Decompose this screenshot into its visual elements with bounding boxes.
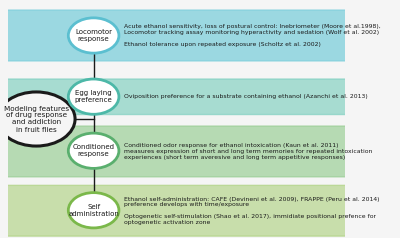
Text: Conditioned odor response for ethanol intoxication (Kaun et al. 2011)
measures e: Conditioned odor response for ethanol in…: [124, 143, 372, 160]
Circle shape: [68, 133, 119, 169]
FancyBboxPatch shape: [5, 185, 348, 236]
FancyBboxPatch shape: [5, 79, 348, 114]
Circle shape: [68, 193, 119, 228]
Text: Conditioned
response: Conditioned response: [73, 144, 115, 157]
Circle shape: [68, 18, 119, 53]
Text: Acute ethanol sensitivity, loss of postural control: Inebriometer (Moore et al.1: Acute ethanol sensitivity, loss of postu…: [124, 24, 381, 47]
Text: Self
administration: Self administration: [68, 204, 119, 217]
Circle shape: [68, 79, 119, 114]
Text: Ethanol self-administration: CAFE (Devineni et al. 2009), FRAPPE (Peru et al. 20: Ethanol self-administration: CAFE (Devin…: [124, 197, 380, 225]
FancyBboxPatch shape: [5, 126, 348, 177]
Text: Egg laying
preference: Egg laying preference: [75, 90, 112, 103]
FancyBboxPatch shape: [5, 10, 348, 61]
Text: Oviposition preference for a substrate containing ethanol (Azanchi et al. 2013): Oviposition preference for a substrate c…: [124, 94, 368, 99]
Text: Modeling features
of drug response
and addiction
in fruit flies: Modeling features of drug response and a…: [4, 105, 69, 133]
Text: Locomotor
response: Locomotor response: [75, 29, 112, 42]
Circle shape: [0, 92, 75, 146]
